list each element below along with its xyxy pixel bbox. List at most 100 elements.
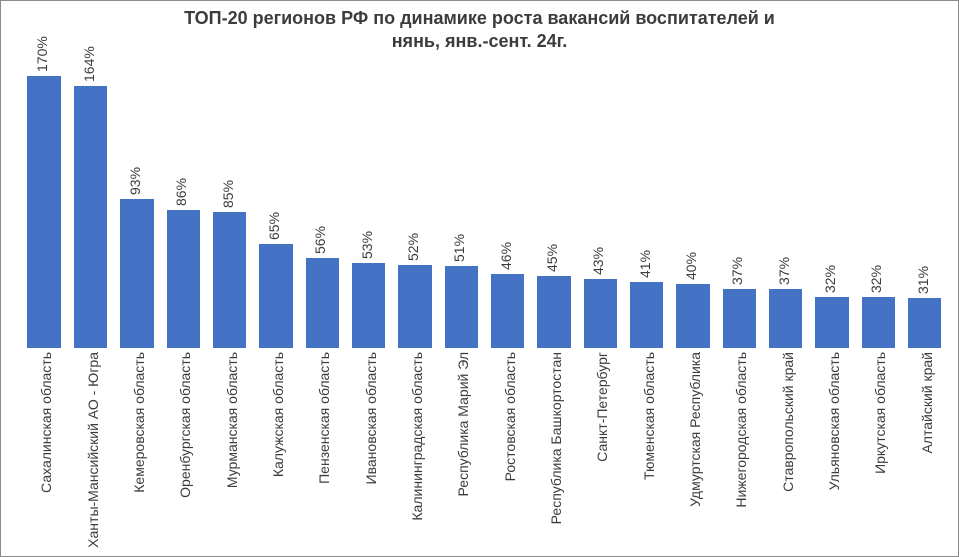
category-label: Пензенская область [316, 352, 332, 484]
bar: 164% [74, 86, 107, 348]
bar: 32% [815, 297, 848, 348]
bar-slot: 41% [623, 76, 669, 348]
category-slot: Иркутская область [855, 348, 901, 548]
category-slot: Удмуртская Республика [670, 348, 716, 548]
category-slot: Пензенская область [299, 348, 345, 548]
bar: 53% [352, 263, 385, 348]
bar: 65% [259, 244, 292, 348]
bar-data-label: 85% [220, 180, 236, 208]
category-slot: Оренбургская область [160, 348, 206, 548]
bar: 37% [769, 289, 802, 348]
category-slot: Республика Марий Эл [438, 348, 484, 548]
bar-slot: 86% [160, 76, 206, 348]
bars-row: 170% 164% 93% 86% 85% 65% 56% 53% 52% 51% 46% 45% 43… [21, 76, 948, 348]
bar-slot: 40% [670, 76, 716, 348]
category-slot: Ростовская область [484, 348, 530, 548]
bar-data-label: 56% [312, 226, 328, 254]
bar-slot: 164% [67, 76, 113, 348]
bar-slot: 45% [531, 76, 577, 348]
bar-slot: 53% [345, 76, 391, 348]
category-label: Санкт-Петербург [594, 352, 610, 462]
bar: 51% [445, 266, 478, 348]
bar-data-label: 32% [822, 265, 838, 293]
bar-data-label: 46% [498, 242, 514, 270]
bar: 93% [120, 199, 153, 348]
category-label: Ставропольский край [780, 352, 796, 492]
bar-data-label: 164% [81, 46, 97, 82]
bar-data-label: 65% [266, 212, 282, 240]
bar-data-label: 40% [683, 252, 699, 280]
bar-data-label: 32% [868, 265, 884, 293]
category-slot: Калужская область [253, 348, 299, 548]
bar: 41% [630, 282, 663, 348]
category-label: Республика Башкортостан [548, 352, 564, 524]
category-slot: Ульяновская область [809, 348, 855, 548]
category-label: Калужская область [270, 352, 286, 477]
bar-data-label: 45% [544, 244, 560, 272]
bar-data-label: 37% [776, 257, 792, 285]
bar-slot: 93% [114, 76, 160, 348]
bar-data-label: 52% [405, 233, 421, 261]
bar-slot: 43% [577, 76, 623, 348]
bar-slot: 46% [484, 76, 530, 348]
bar-data-label: 86% [173, 178, 189, 206]
bar-data-label: 51% [451, 234, 467, 262]
bar-chart: ТОП-20 регионов РФ по динамике роста вак… [0, 0, 959, 557]
category-label: Сахалинская область [38, 352, 54, 493]
category-slot: Сахалинская область [21, 348, 67, 548]
bar-slot: 31% [902, 76, 948, 348]
category-label: Иркутская область [872, 352, 888, 474]
bar-data-label: 31% [915, 266, 931, 294]
category-axis: Сахалинская область Ханты-Мансийский АО -… [21, 348, 948, 548]
category-slot: Нижегородская область [716, 348, 762, 548]
bar: 56% [306, 258, 339, 348]
bar-data-label: 53% [359, 231, 375, 259]
bar-slot: 32% [809, 76, 855, 348]
category-label: Ивановская область [363, 352, 379, 484]
bar-data-label: 41% [637, 250, 653, 278]
bar: 32% [862, 297, 895, 348]
bar-slot: 65% [253, 76, 299, 348]
category-label: Нижегородская область [733, 352, 749, 508]
bar-slot: 32% [855, 76, 901, 348]
chart-title-line2: нянь, янв.-сент. 24г. [392, 31, 568, 51]
category-label: Ульяновская область [826, 352, 842, 490]
plot-area: 170% 164% 93% 86% 85% 65% 56% 53% 52% 51% 46% 45% 43… [21, 58, 948, 548]
bar-data-label: 170% [34, 36, 50, 72]
bar: 46% [491, 274, 524, 348]
category-slot: Санкт-Петербург [577, 348, 623, 548]
category-slot: Мурманская область [206, 348, 252, 548]
bar-data-label: 37% [729, 257, 745, 285]
category-slot: Ивановская область [345, 348, 391, 548]
category-label: Ростовская область [502, 352, 518, 481]
chart-title: ТОП-20 регионов РФ по динамике роста вак… [1, 1, 958, 54]
category-slot: Ставропольский край [763, 348, 809, 548]
bar-slot: 52% [392, 76, 438, 348]
bar-slot: 51% [438, 76, 484, 348]
category-label: Удмуртская Республика [687, 352, 703, 507]
bar: 43% [584, 279, 617, 348]
category-slot: Кемеровская область [114, 348, 160, 548]
category-slot: Калининградская область [392, 348, 438, 548]
bar: 52% [398, 265, 431, 348]
bar: 37% [723, 289, 756, 348]
category-label: Ханты-Мансийский АО - Югра [85, 352, 101, 548]
category-label: Тюменская область [641, 352, 657, 480]
category-slot: Республика Башкортостан [531, 348, 577, 548]
bar-slot: 37% [763, 76, 809, 348]
category-slot: Тюменская область [623, 348, 669, 548]
category-label: Оренбургская область [177, 352, 193, 498]
category-label: Калининградская область [409, 352, 425, 521]
category-slot: Алтайский край [902, 348, 948, 548]
category-slot: Ханты-Мансийский АО - Югра [67, 348, 113, 548]
chart-title-line1: ТОП-20 регионов РФ по динамике роста вак… [184, 8, 775, 28]
bar-data-label: 43% [590, 247, 606, 275]
bar: 31% [908, 298, 941, 348]
category-label: Мурманская область [224, 352, 240, 488]
category-label: Кемеровская область [131, 352, 147, 493]
bar: 170% [27, 76, 60, 348]
bar-slot: 170% [21, 76, 67, 348]
bar-slot: 37% [716, 76, 762, 348]
bar-slot: 56% [299, 76, 345, 348]
bar-slot: 85% [206, 76, 252, 348]
